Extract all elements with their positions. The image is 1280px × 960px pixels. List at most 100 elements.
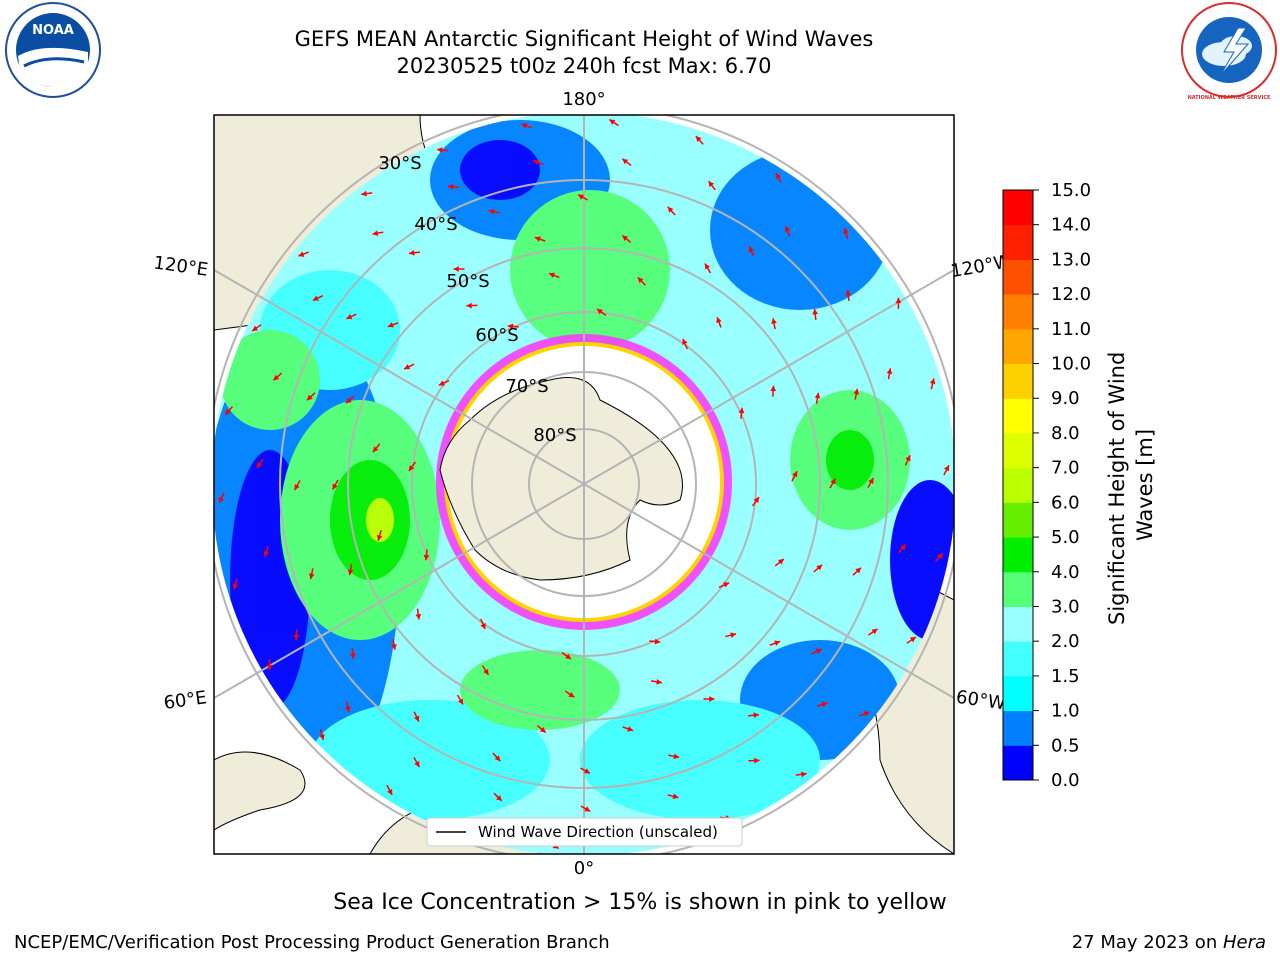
wave-arrow-head (843, 227, 849, 234)
wave-arrow-head (507, 323, 514, 330)
wave-arrow-head (457, 698, 464, 705)
wave-arrow-head (708, 181, 715, 188)
wave-arrow-head (777, 559, 784, 565)
wave-arrow-head (905, 455, 911, 462)
colorbar-tick-label: 0.5 (1051, 735, 1080, 756)
wave-arrow-head (656, 679, 662, 685)
wave-arrow-head (294, 484, 300, 491)
wave-arrow-head (723, 582, 730, 588)
wave-arrow-head (453, 266, 459, 272)
wave-arrow-head (549, 272, 556, 279)
wave-arrow-head (821, 701, 828, 708)
wave-arrow-head (754, 757, 760, 764)
wave-arrow-head (784, 226, 791, 233)
wave-arrow-head (667, 206, 674, 213)
wave-arrow-head (771, 318, 777, 324)
wave-arrow-head (622, 158, 629, 165)
sea-ice-note: Sea Ice Concentration > 15% is shown in … (333, 890, 947, 915)
wave-arrow-head (748, 246, 755, 253)
wave-arrow-head (568, 691, 575, 698)
wave-arrow-head (312, 295, 319, 301)
wave-arrow-head (404, 364, 411, 370)
colorbar-tick-label: 6.0 (1051, 492, 1080, 513)
wave-arrow-head (609, 119, 616, 125)
wave-arrow-head (413, 715, 420, 722)
lon-label-60w: 60°W (955, 687, 1007, 715)
nws-logo: NATIONAL WEATHER SERVICE (1181, 2, 1277, 101)
colorbar-segment (1003, 606, 1033, 642)
wave-arrow-head (815, 648, 822, 655)
wave-arrow-head (871, 628, 878, 635)
wave-arrow-head (361, 190, 367, 197)
wave-arrow-head (347, 569, 354, 576)
wave-arrow-head (868, 477, 874, 484)
wave-arrow-head (372, 446, 379, 453)
wave-arrow-head (521, 123, 528, 129)
colorbar-segment (1003, 259, 1033, 295)
wave-arrow-head (391, 644, 397, 650)
footer-date: 27 May 2023 on (1071, 932, 1223, 953)
colorbar-tick-label: 1.5 (1051, 666, 1080, 687)
colorbar-label-line1: Significant Height of Wind (1105, 352, 1129, 625)
wave-arrow-head (252, 325, 259, 332)
wave-arrow-head (466, 302, 472, 309)
wave-arrow-head (909, 636, 916, 643)
wave-arrow-head (814, 392, 821, 399)
noaa-logo-text: NOAA (32, 23, 74, 38)
colorbar-tick-label: 11.0 (1051, 319, 1091, 340)
wave-arrow-head (565, 653, 571, 660)
chart-subtitle: 20230525 t00z 240h fcst Max: 6.70 (396, 54, 772, 78)
wave-arrow-head (845, 290, 852, 296)
wave-arrow-head (704, 263, 711, 270)
lat-label-80s: 80°S (533, 425, 576, 446)
colorbar-segment (1003, 398, 1033, 434)
colorbar-tick-label: 9.0 (1051, 388, 1080, 409)
wave-arrow-head (937, 553, 943, 559)
wave-arrow-head (853, 388, 860, 395)
colorbar-tick-label: 12.0 (1051, 284, 1091, 305)
wave-arrow-head (730, 632, 737, 638)
wave-arrow-head (437, 147, 443, 153)
wave-arrow-head (447, 183, 454, 190)
colorbar-tick-label: 1.0 (1051, 701, 1080, 722)
colorbar-tick-label: 5.0 (1051, 527, 1080, 548)
colorbar-tick-label: 0.0 (1051, 770, 1080, 791)
colorbar-segment (1003, 710, 1033, 746)
footer-right: 27 May 2023 on Hera (1072, 932, 1266, 953)
wave-arrow-head (716, 317, 722, 324)
lat-label-70s: 70°S (505, 376, 548, 397)
colorbar-segment (1003, 363, 1033, 399)
wave-arrow-head (895, 297, 902, 304)
wave-arrow-head (387, 788, 393, 795)
wave-arrow-head (387, 322, 394, 328)
wave-arrow-head (409, 249, 415, 256)
wave-arrow-head (637, 277, 644, 284)
colorbar: 0.0 0.5 1.0 1.5 2.0 3.0 4.0 5.0 6.0 7.0 8.0 9.0 10.0… (1002, 180, 1091, 791)
wave-arrow-head (774, 640, 781, 646)
colorbar-label-line2: Waves [m] (1133, 429, 1157, 541)
wave-arrow-head (332, 483, 338, 490)
wave-arrow-head (863, 711, 870, 717)
wave-arrow-head (319, 734, 325, 741)
noaa-logo: NOAA (5, 2, 101, 98)
wave-arrow-head (408, 465, 415, 471)
wave-arrow-head (929, 378, 936, 385)
graticule (214, 115, 954, 854)
wave-arrow-head (488, 208, 495, 215)
wave-arrow-head (654, 638, 661, 645)
wave-arrow-head (577, 194, 584, 200)
colorbar-segment (1003, 571, 1033, 607)
wave-arrow-head (584, 806, 591, 812)
wave-arrow-head (900, 544, 906, 551)
wave-arrow-head (346, 313, 353, 320)
wave-arrow-head (943, 465, 950, 472)
legend-label: Wind Wave Direction (unscaled) (478, 823, 718, 841)
lon-label-180: 180° (562, 89, 605, 110)
wave-arrow-head (345, 706, 351, 713)
wave-arrow-head (539, 726, 546, 733)
wave-arrow-head (533, 159, 540, 166)
wave-arrow-head (293, 634, 300, 641)
wave-arrow-head (349, 653, 356, 659)
colorbar-segment (1003, 190, 1033, 226)
wave-arrow-head (801, 771, 807, 778)
